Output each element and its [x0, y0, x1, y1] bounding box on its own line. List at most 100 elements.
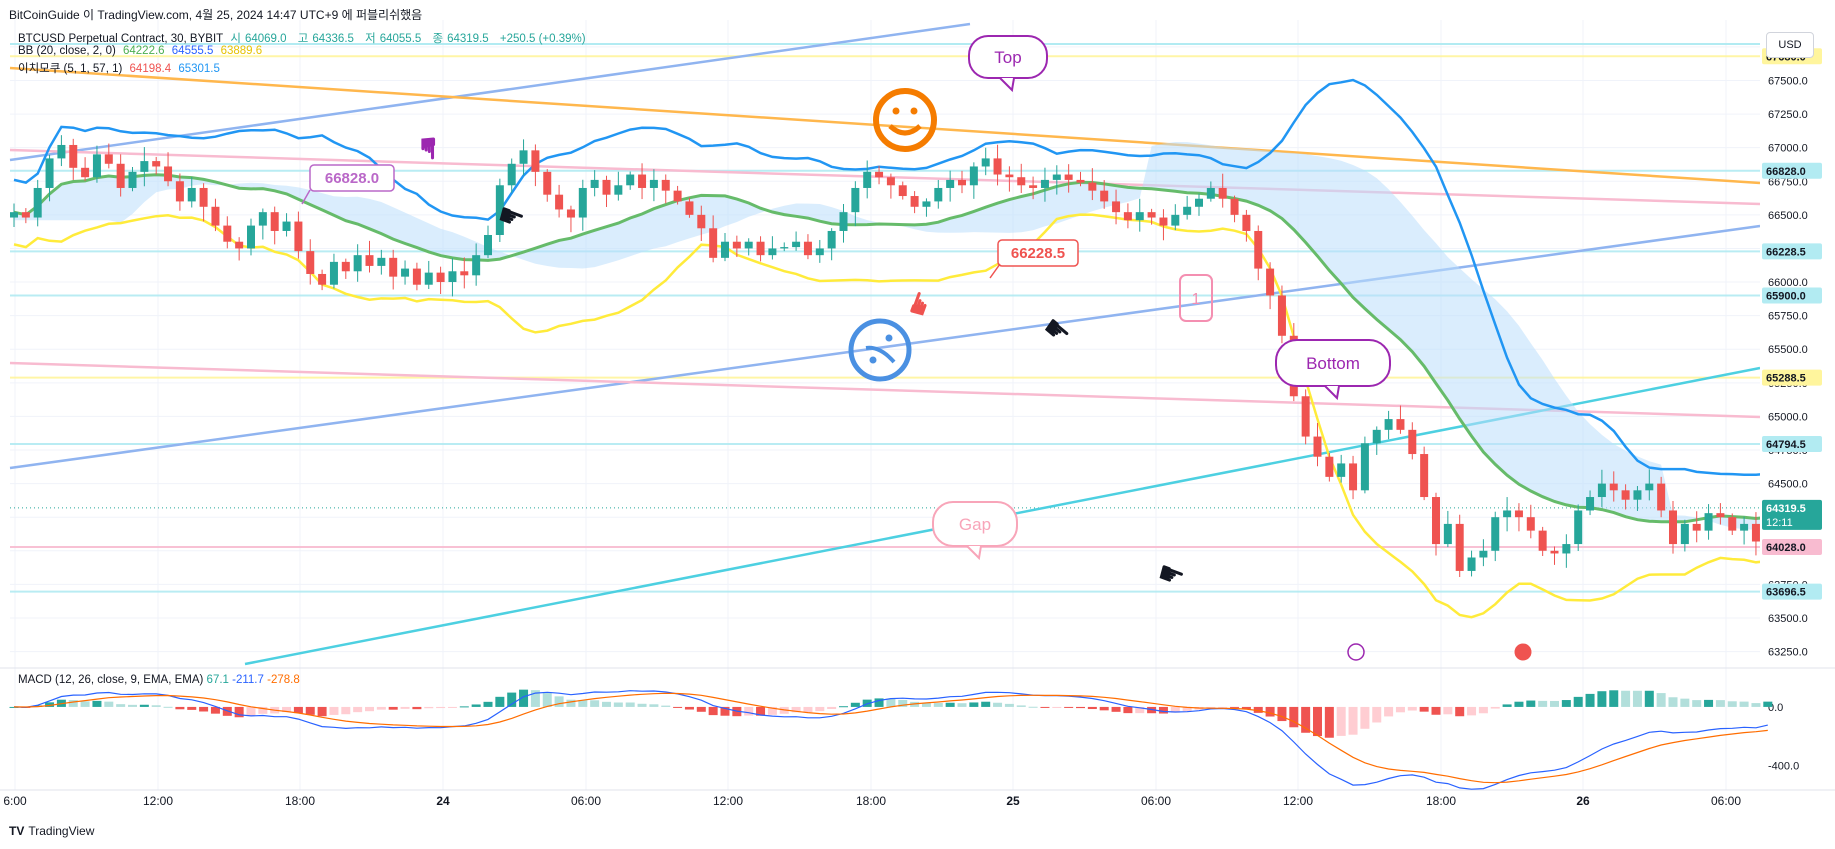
macd-histogram-bar [80, 701, 90, 707]
macd-histogram-bar [673, 706, 683, 708]
macd-histogram-bar [708, 706, 718, 716]
macd-histogram-bar [1680, 698, 1690, 707]
macd-histogram-bar [33, 705, 43, 707]
candle-body [472, 255, 481, 276]
candle-body [45, 158, 54, 188]
smiley-face [873, 88, 937, 152]
price-tick-label: 63750.0 [1768, 579, 1808, 591]
candle-body [1408, 429, 1417, 455]
macd-histogram-bar [1206, 706, 1216, 708]
trend-line [9, 148, 1761, 206]
macd-histogram-bar [507, 692, 517, 707]
candle-body [1360, 443, 1369, 491]
tradingview-logo[interactable]: TV [9, 824, 25, 838]
macd-histogram-bar [874, 698, 884, 707]
footer: TV TradingView [9, 824, 94, 838]
gap-bubble-text: Gap [959, 515, 991, 534]
ohlc-open: 시 64069.0 [230, 33, 287, 45]
us-flag-event-icon [1513, 642, 1533, 662]
ohlc-low: 저 64055.5 [365, 33, 422, 45]
macd-histogram-bar [139, 704, 149, 707]
candle-body [531, 150, 540, 172]
candle-body [1088, 182, 1097, 191]
macd-histogram-bar [1087, 706, 1097, 710]
candle-body [815, 248, 824, 256]
macd-histogram-bar [1076, 706, 1085, 709]
candle-body [1349, 463, 1358, 491]
candle-body [1266, 268, 1275, 296]
candle-body [21, 212, 30, 218]
candle-body [1467, 557, 1476, 571]
macd-histogram-bar [839, 706, 848, 708]
macd-histogram-bar [1182, 706, 1192, 712]
top-bubble-text: Top [994, 48, 1021, 67]
confused-face-icon [848, 318, 912, 382]
candle-body [1716, 513, 1725, 518]
candle-body [1017, 177, 1026, 186]
confused-eye [885, 334, 893, 342]
time-tick-label: 18:00 [285, 794, 315, 808]
time-tick-label: 12:00 [1283, 794, 1313, 808]
price-label-text: 64319.5 [1766, 503, 1806, 515]
candle-body [1313, 436, 1322, 457]
macd-histogram-bar [815, 706, 825, 712]
candle-body [614, 185, 623, 195]
macd-histogram-bar [1478, 706, 1488, 714]
macd-histogram-bar [222, 706, 232, 716]
candle-body [81, 167, 90, 178]
price-tick-label: 64750.0 [1768, 445, 1808, 457]
macd-histogram-bar [791, 706, 801, 713]
pointing-hand-icon: ☛ [1153, 556, 1190, 596]
price-tag-66228-box [997, 239, 1079, 267]
candle-body [1372, 429, 1381, 444]
currency-button[interactable]: USD [1766, 32, 1814, 58]
bottom-bubble-box [1275, 339, 1391, 387]
candle-body [697, 214, 706, 229]
macd-histogram-bar [329, 706, 339, 715]
candle-body [353, 255, 362, 272]
macd-histogram-bar [590, 700, 600, 707]
macd-histogram-bar [1585, 693, 1595, 707]
symbol-name[interactable]: BTCUSD Perpetual Contract, 30, BYBIT [18, 33, 224, 45]
candle-body [1289, 335, 1298, 397]
number-one-box [1179, 274, 1213, 322]
candle-body [1123, 212, 1132, 221]
top-bubble-box [968, 35, 1048, 79]
candle-body [875, 171, 884, 178]
macd-histogram-bar [9, 706, 19, 708]
number-one-text: 1 [1192, 291, 1201, 308]
macd-line [13, 690, 1768, 790]
macd-histogram-bar [471, 704, 481, 707]
candle-body [495, 185, 504, 235]
smiley-mouth [888, 124, 922, 136]
candle-body [1005, 174, 1014, 178]
price-tick-label: 67000.0 [1768, 143, 1808, 155]
candle-body [1728, 517, 1737, 531]
macd-histogram-bar [1561, 700, 1571, 707]
macd-histogram-bar [282, 706, 292, 713]
bb-legend[interactable]: BB (20, close, 2, 0) 64222.6 64555.5 638… [18, 45, 266, 57]
time-tick-label: 6:00 [3, 794, 27, 808]
price-label-box [1762, 287, 1822, 304]
macd-histogram-bar [341, 706, 351, 715]
candle-body [1657, 483, 1666, 511]
candle-body [1633, 490, 1642, 500]
candle-body [460, 271, 469, 276]
confused-mouth [865, 345, 896, 364]
ichimoku-legend[interactable]: 이치모쿠 (5, 1, 57, 1) 64198.4 65301.5 [18, 60, 224, 76]
macd-histogram-bar [1704, 699, 1714, 707]
macd-histogram-bar [1158, 706, 1168, 714]
candle-body [886, 177, 895, 186]
candle-body [709, 228, 718, 258]
macd-histogram-bar [613, 702, 623, 707]
time-tick-label: 25 [1006, 794, 1020, 808]
candle-body [981, 158, 990, 167]
price-label-text: 63696.5 [1766, 587, 1806, 599]
candle-body [934, 187, 943, 202]
candle-body [1455, 523, 1464, 571]
macd-histogram-bar [1064, 706, 1074, 708]
macd-legend[interactable]: MACD (12, 26, close, 9, EMA, EMA) 67.1 -… [18, 674, 300, 686]
price-label-box [1762, 162, 1822, 179]
price-tick-label: 67500.0 [1768, 75, 1808, 87]
